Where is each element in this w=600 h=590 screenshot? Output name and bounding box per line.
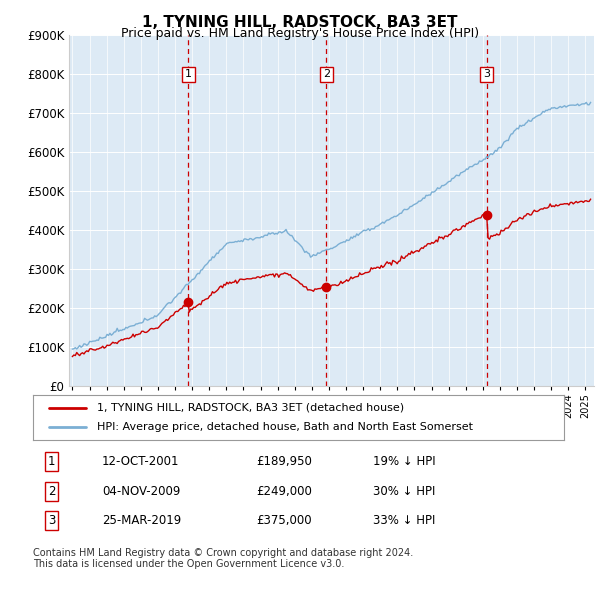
Text: 12-OCT-2001: 12-OCT-2001 xyxy=(102,455,179,468)
Text: 3: 3 xyxy=(48,514,55,527)
Text: 1: 1 xyxy=(48,455,55,468)
Text: 04-NOV-2009: 04-NOV-2009 xyxy=(102,484,181,498)
Text: 2: 2 xyxy=(323,70,330,80)
Text: 3: 3 xyxy=(483,70,490,80)
Text: 1: 1 xyxy=(185,70,192,80)
Text: £249,000: £249,000 xyxy=(256,484,312,498)
Text: 1, TYNING HILL, RADSTOCK, BA3 3ET: 1, TYNING HILL, RADSTOCK, BA3 3ET xyxy=(142,15,458,30)
Text: 2: 2 xyxy=(48,484,55,498)
Text: 33% ↓ HPI: 33% ↓ HPI xyxy=(373,514,435,527)
Text: £375,000: £375,000 xyxy=(256,514,311,527)
Text: HPI: Average price, detached house, Bath and North East Somerset: HPI: Average price, detached house, Bath… xyxy=(97,422,473,432)
Text: 30% ↓ HPI: 30% ↓ HPI xyxy=(373,484,435,498)
Text: £189,950: £189,950 xyxy=(256,455,312,468)
Text: Contains HM Land Registry data © Crown copyright and database right 2024.: Contains HM Land Registry data © Crown c… xyxy=(33,548,413,558)
Text: This data is licensed under the Open Government Licence v3.0.: This data is licensed under the Open Gov… xyxy=(33,559,344,569)
Text: Price paid vs. HM Land Registry's House Price Index (HPI): Price paid vs. HM Land Registry's House … xyxy=(121,27,479,40)
Text: 19% ↓ HPI: 19% ↓ HPI xyxy=(373,455,436,468)
Text: 25-MAR-2019: 25-MAR-2019 xyxy=(102,514,181,527)
Text: 1, TYNING HILL, RADSTOCK, BA3 3ET (detached house): 1, TYNING HILL, RADSTOCK, BA3 3ET (detac… xyxy=(97,403,404,412)
